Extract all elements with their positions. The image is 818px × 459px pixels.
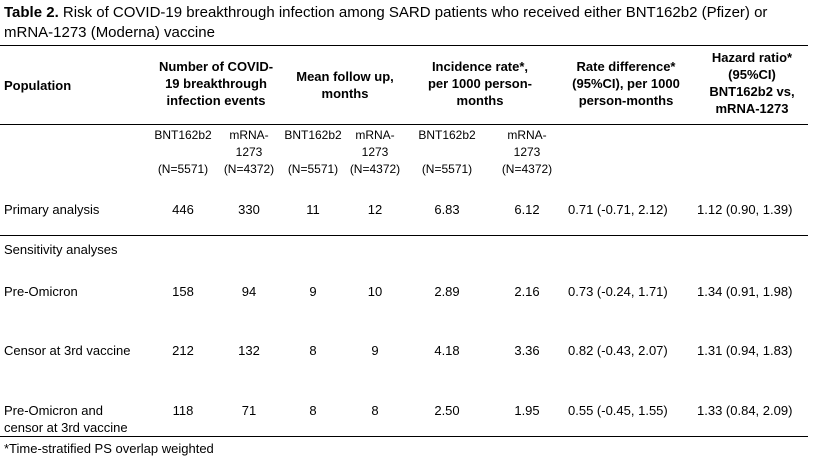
subheader-incidence-mrna: mRNA- 1273 (N=4372) [501,128,553,176]
row-hazard-ratio: 1.34 (0.91, 1.98) [697,284,793,299]
header-events: Number of COVID- 19 breakthrough infecti… [158,59,274,108]
row-incidence-bnt: 6.83 [434,202,460,217]
row-incidence-mrna: 1.95 [514,403,540,418]
row-incidence-bnt: 2.50 [434,403,460,418]
row-events-bnt: 118 [172,403,194,418]
row-rate-difference: 0.55 (-0.45, 1.55) [568,403,668,418]
table-footnote: *Time-stratified PS overlap weighted [4,441,214,456]
row-events-mrna: 94 [241,284,257,299]
row-population-label: Censor at 3rd vaccine [4,343,131,358]
row-hazard-ratio: 1.31 (0.94, 1.83) [697,343,793,358]
row-hazard-ratio: 1.33 (0.84, 2.09) [697,403,793,418]
row-incidence-bnt: 4.18 [434,343,460,358]
row-events-mrna: 71 [241,403,257,418]
row-follow-bnt: 8 [309,343,317,358]
row-follow-bnt: 9 [309,284,317,299]
row-incidence-mrna: 3.36 [514,343,540,358]
primary-row-bottom-rule [0,235,808,236]
row-events-mrna: 330 [238,202,260,217]
row-follow-mrna: 9 [371,343,379,358]
header-rate-difference: Rate difference* (95%CI), per 1000 perso… [572,59,680,108]
table-caption-label: Table 2. [4,4,59,21]
table-caption: Table 2. Risk of COVID-19 breakthrough i… [4,3,804,43]
table-bottom-rule [0,436,808,437]
row-events-bnt: 158 [172,284,194,299]
row-follow-mrna: 8 [371,403,379,418]
row-events-bnt: 446 [172,202,194,217]
table-top-rule [0,45,808,46]
row-incidence-mrna: 2.16 [514,284,540,299]
row-rate-difference: 0.73 (-0.24, 1.71) [568,284,668,299]
header-follow-up: Mean follow up, months [296,69,394,101]
subheader-follow-mrna: mRNA- 1273 (N=4372) [349,128,401,176]
row-population-label: Primary analysis [4,202,100,217]
subheader-follow-bnt: BNT162b2 (N=5571) [284,128,342,176]
row-hazard-ratio: 1.12 (0.90, 1.39) [697,202,793,217]
row-incidence-mrna: 6.12 [514,202,540,217]
header-population: Population [4,78,72,93]
row-section-label: Sensitivity analyses [4,242,118,257]
row-rate-difference: 0.71 (-0.71, 2.12) [568,202,668,217]
subheader-events-bnt: BNT162b2 (N=5571) [154,128,212,176]
row-population-label: Pre-Omicron and censor at 3rd vaccine [4,403,128,435]
header-incidence: Incidence rate*, per 1000 person- months [427,59,533,108]
subheader-incidence-bnt: BNT162b2 (N=5571) [418,128,476,176]
row-rate-difference: 0.82 (-0.43, 2.07) [568,343,668,358]
row-events-bnt: 212 [172,343,194,358]
row-incidence-bnt: 2.89 [434,284,460,299]
row-follow-bnt: 8 [309,403,317,418]
row-follow-mrna: 12 [367,202,383,217]
header-hazard-ratio: Hazard ratio* (95%CI) BNT162b2 vs, mRNA-… [709,50,795,116]
table-caption-text: Risk of COVID-19 breakthrough infection … [4,4,768,41]
row-follow-mrna: 10 [367,284,383,299]
subheader-events-mrna: mRNA- 1273 (N=4372) [223,128,275,176]
row-population-label: Pre-Omicron [4,284,78,299]
row-events-mrna: 132 [238,343,260,358]
header-bottom-rule [0,124,808,125]
row-follow-bnt: 11 [306,202,320,217]
